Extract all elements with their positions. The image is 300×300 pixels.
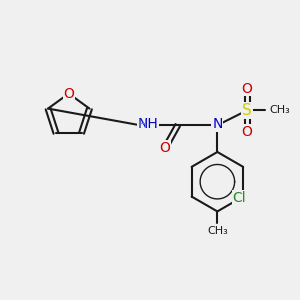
Text: N: N <box>212 117 223 131</box>
Text: O: O <box>63 86 74 100</box>
Text: NH: NH <box>138 117 158 131</box>
Text: H: H <box>137 118 147 131</box>
Text: CH₃: CH₃ <box>207 226 228 236</box>
Text: O: O <box>242 82 253 96</box>
Text: O: O <box>159 141 170 155</box>
Text: CH₃: CH₃ <box>269 105 290 116</box>
Text: O: O <box>242 125 253 139</box>
Text: S: S <box>242 103 252 118</box>
Text: Cl: Cl <box>232 190 246 205</box>
